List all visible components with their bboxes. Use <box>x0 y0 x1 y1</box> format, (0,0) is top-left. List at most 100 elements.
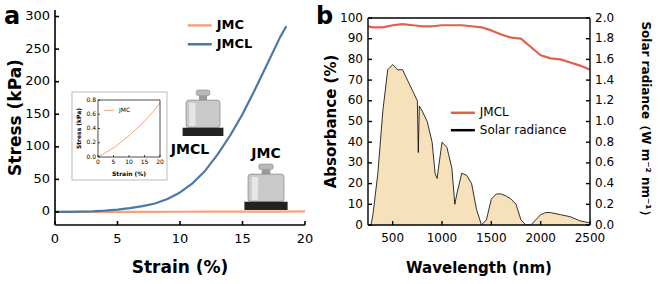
y-tick <box>368 38 372 39</box>
y-tick-label: 80 <box>348 52 363 66</box>
legend: JMCJMCL <box>188 17 253 51</box>
y2-tick-label: 1.8 <box>595 31 614 45</box>
legend: JMCLSolar radiance <box>451 105 567 136</box>
y-tick <box>368 59 372 60</box>
legend-label: JMC <box>118 106 130 114</box>
legend-swatch <box>451 129 475 132</box>
legend-swatch <box>188 43 212 46</box>
x-tick <box>160 155 161 157</box>
y-tick-label: 0.8 <box>86 96 96 103</box>
legend-label: Solar radiance <box>480 123 567 137</box>
y-tick-label: 60 <box>348 93 363 107</box>
y-tick-label: 10 <box>348 197 363 211</box>
y-tick <box>368 204 372 205</box>
x-axis-title: Strain (%) <box>132 257 229 277</box>
x-tick-label: 500 <box>381 231 404 245</box>
y-tick <box>55 146 59 148</box>
series-line <box>55 26 286 212</box>
y2-tick <box>586 17 590 18</box>
panel-b: 5001000150020002500010203040506070809010… <box>316 2 653 277</box>
y-tick <box>55 211 59 213</box>
legend-swatch <box>451 112 475 115</box>
y-axis-line <box>54 10 56 225</box>
x-tick <box>491 221 492 225</box>
y2-tick <box>586 59 590 60</box>
y2-tick <box>586 38 590 39</box>
y-tick <box>98 114 100 115</box>
legend: JMC <box>104 106 130 114</box>
x-tick <box>242 221 244 225</box>
annotation: JMCL <box>170 141 209 157</box>
legend-swatch <box>188 24 212 27</box>
x-tick-label: 20 <box>156 158 164 165</box>
right-frame-line <box>160 100 161 157</box>
x-tick <box>392 221 393 225</box>
x-tick-label: 0 <box>51 231 59 246</box>
y-axis-title: Absorbance (%) <box>322 55 340 189</box>
y-tick-label: 150 <box>25 106 50 121</box>
y2-tick-label: 0.8 <box>595 135 614 149</box>
x-tick-label: 15 <box>234 231 251 246</box>
x-tick-label: 0 <box>96 158 100 165</box>
weight-body <box>186 100 220 128</box>
x-tick <box>54 221 56 225</box>
series-group <box>55 26 305 212</box>
y-tick <box>98 128 100 129</box>
y-tick <box>55 48 59 50</box>
y-tick-label: 50 <box>348 114 363 128</box>
y2-tick-label: 0.6 <box>595 155 614 169</box>
x-tick <box>179 221 181 225</box>
y-tick-label: 0.6 <box>86 110 96 117</box>
y2-tick-label: 0.4 <box>595 176 614 190</box>
y-tick <box>98 142 100 143</box>
y2-tick <box>586 204 590 205</box>
y2-tick-label: 0.2 <box>595 197 614 211</box>
page: {"chart_data": [ {"type": "line", "title… <box>0 0 660 284</box>
y-tick-label: 250 <box>25 41 50 56</box>
y2-tick <box>586 141 590 142</box>
y-tick-label: 100 <box>25 138 50 153</box>
x-tick-label: 5 <box>112 158 116 165</box>
y2-tick <box>586 183 590 184</box>
y2-tick <box>586 100 590 101</box>
y-axis-title: Stress (kPa) <box>75 108 82 149</box>
inset-background <box>72 92 167 180</box>
x-tick <box>144 155 145 157</box>
y-tick <box>368 141 372 142</box>
y-tick <box>368 100 372 101</box>
y-tick <box>368 183 372 184</box>
panel-letter: b <box>316 2 333 30</box>
x-axis-title: Wavelength (nm) <box>406 259 552 277</box>
y-tick-label: 300 <box>25 8 50 23</box>
y2-tick-label: 1.6 <box>595 52 614 66</box>
weight-shine <box>252 177 258 200</box>
y-tick <box>368 162 372 163</box>
panel-a-inset: 051015200.00.20.40.60.8Strain (%)Stress … <box>72 92 167 180</box>
y-tick-label: 50 <box>33 171 50 186</box>
y-tick <box>55 179 59 181</box>
y2-tick <box>586 79 590 80</box>
y-tick <box>55 81 59 83</box>
panel-a: 05101520050100150200250300Strain (%)Stre… <box>4 2 313 277</box>
y2-tick-label: 1.2 <box>595 93 614 107</box>
x-tick-label: 5 <box>113 231 121 246</box>
y-tick <box>368 224 372 225</box>
y-tick <box>368 79 372 80</box>
sample-block <box>183 128 224 136</box>
legend-label: JMCL <box>216 36 253 51</box>
x-tick-label: 1000 <box>427 231 458 245</box>
x-tick-label: 15 <box>141 158 149 165</box>
x-tick <box>540 221 541 225</box>
y-tick-label: 70 <box>348 73 363 87</box>
y-tick-label: 40 <box>348 135 363 149</box>
y-tick-label: 0 <box>42 203 50 218</box>
y-tick-label: 90 <box>348 31 363 45</box>
y2-axis-title: Solar radiance（W m⁻² nm⁻¹） <box>639 21 653 221</box>
y-tick-label: 200 <box>25 73 50 88</box>
y-tick-label: 0 <box>355 218 363 232</box>
weight-neck <box>262 170 271 175</box>
y-tick <box>55 113 59 115</box>
y-tick <box>98 100 100 101</box>
y2-tick-label: 1.4 <box>595 73 614 87</box>
y2-tick-label: 0.0 <box>595 218 614 232</box>
